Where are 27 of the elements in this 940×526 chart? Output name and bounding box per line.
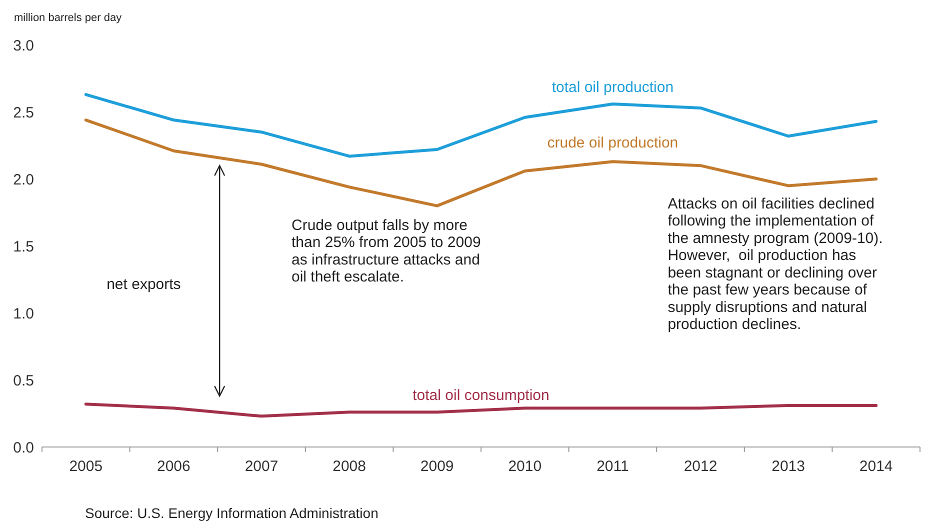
y-axis-title: million barrels per day (14, 12, 122, 24)
y-tick-label: 0.0 (13, 439, 34, 456)
x-tick-label: 2008 (332, 458, 366, 475)
x-tick-label: 2006 (157, 458, 190, 475)
line-series (84, 402, 878, 418)
series-label: total oil production (552, 78, 674, 96)
y-tick-label: 0.5 (13, 372, 34, 390)
y-tick-label: 2.0 (13, 171, 34, 188)
x-tick-label: 2005 (69, 458, 103, 475)
x-tick-label: 2012 (684, 458, 718, 475)
y-tick-label: 1.0 (13, 305, 34, 322)
source-note: Source: U.S. Energy Information Administration (85, 505, 378, 521)
x-tick-label: 2007 (244, 458, 278, 475)
series-label: crude oil production (547, 134, 678, 152)
x-tick-label: 2014 (859, 458, 893, 475)
annotation: Crude output falls by more than 25% from 2005 to 2009 as infrastructure attacks and oil theft escalate. (292, 216, 481, 286)
annotation: Attacks on oil facilities declined following the implementation of the amnesty program (2009-10). However, oil production has been stagnant or declining over the past few years because of supply disruptions and natural production declines. (668, 195, 883, 334)
annotation: net exports (106, 276, 181, 293)
x-tick-label: 2011 (596, 458, 629, 475)
y-tick-label: 1.5 (13, 238, 34, 256)
x-tick-label: 2010 (508, 458, 542, 475)
y-tick-label: 2.5 (13, 104, 34, 122)
x-tick-label: 2009 (420, 458, 454, 475)
series-label: total oil consumption (412, 387, 550, 404)
y-tick-label: 3.0 (13, 37, 34, 54)
x-tick-label: 2013 (772, 458, 805, 475)
line-series (84, 118, 878, 208)
